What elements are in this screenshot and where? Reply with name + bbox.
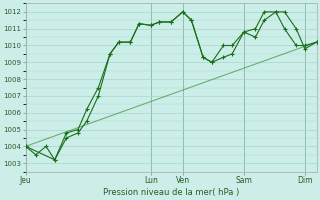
- X-axis label: Pression niveau de la mer( hPa ): Pression niveau de la mer( hPa ): [103, 188, 239, 197]
